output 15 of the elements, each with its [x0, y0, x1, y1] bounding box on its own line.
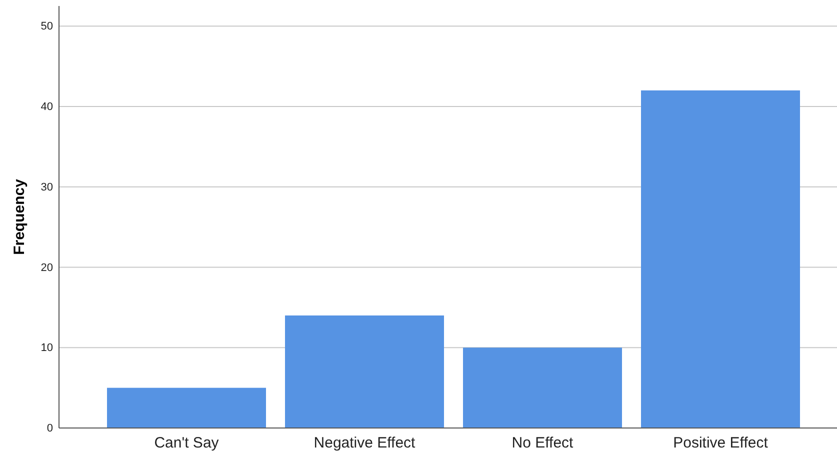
y-tick-label: 20	[40, 262, 53, 274]
y-tick-label: 10	[40, 342, 53, 354]
bar	[285, 315, 444, 428]
y-tick-label: 50	[40, 20, 53, 33]
y-tick-label: 0	[46, 422, 53, 435]
y-tick-label: 40	[40, 100, 53, 113]
x-tick-label: Positive Effect	[673, 434, 769, 452]
y-tick-label: 30	[40, 181, 53, 194]
y-axis-title: Frequency	[11, 178, 28, 255]
bar	[463, 348, 622, 428]
x-tick-label: No Effect	[512, 434, 574, 452]
bar	[107, 388, 266, 428]
x-tick-label: Can't Say	[154, 434, 220, 452]
bar	[641, 90, 800, 428]
x-tick-label: Negative Effect	[314, 434, 416, 452]
